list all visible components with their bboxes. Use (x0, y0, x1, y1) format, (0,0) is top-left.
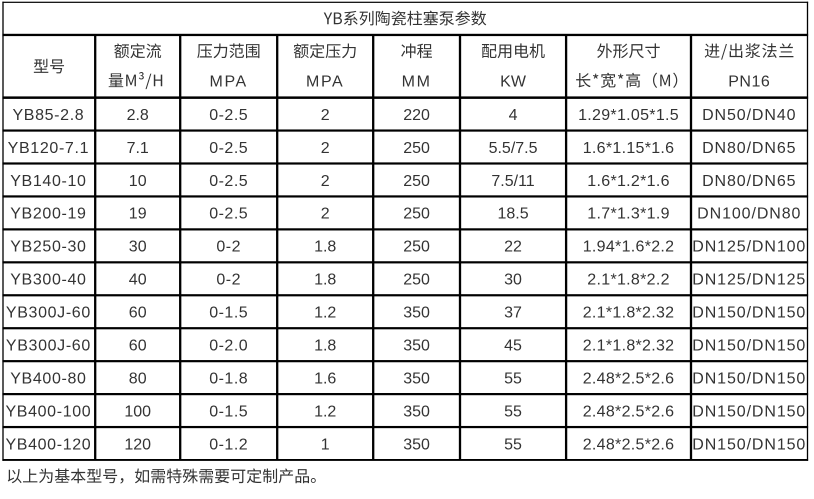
svg-text:60: 60 (129, 337, 147, 354)
svg-text:18.5: 18.5 (497, 206, 528, 223)
svg-text:MPA: MPA (210, 73, 248, 90)
svg-text:DN150/DN150: DN150/DN150 (692, 305, 806, 322)
svg-text:30: 30 (129, 239, 147, 256)
svg-text:250: 250 (403, 173, 430, 190)
svg-text:2: 2 (321, 140, 330, 157)
svg-text:DN125/DN100: DN125/DN100 (692, 239, 806, 256)
svg-text:YB400-120: YB400-120 (5, 436, 91, 453)
svg-text:YB140-10: YB140-10 (10, 173, 86, 190)
svg-text:2.48*2.5*2.6: 2.48*2.5*2.6 (583, 403, 675, 420)
svg-text:2: 2 (321, 107, 330, 124)
svg-text:1.6*1.15*1.6: 1.6*1.15*1.6 (583, 140, 675, 157)
svg-text:7.1: 7.1 (127, 140, 149, 157)
svg-text:37: 37 (504, 305, 522, 322)
svg-text:DN100/DN80: DN100/DN80 (697, 206, 801, 223)
svg-text:0-2.0: 0-2.0 (209, 337, 248, 354)
svg-text:DN150/DN150: DN150/DN150 (692, 337, 806, 354)
svg-text:55: 55 (504, 370, 522, 387)
svg-text:350: 350 (403, 305, 430, 322)
svg-text:1.2: 1.2 (314, 403, 336, 420)
svg-text:250: 250 (403, 239, 430, 256)
svg-text:0-1.2: 0-1.2 (209, 436, 248, 453)
svg-text:250: 250 (403, 140, 430, 157)
svg-text:100: 100 (124, 403, 151, 420)
svg-text:22: 22 (504, 239, 522, 256)
svg-text:350: 350 (403, 403, 430, 420)
svg-text:1.7*1.3*1.9: 1.7*1.3*1.9 (587, 206, 669, 223)
svg-text:2.8: 2.8 (127, 107, 149, 124)
svg-text:DN125/DN125: DN125/DN125 (692, 272, 806, 289)
svg-text:30: 30 (504, 272, 522, 289)
svg-text:0-2.5: 0-2.5 (209, 173, 248, 190)
svg-text:350: 350 (403, 436, 430, 453)
svg-text:2.48*2.5*2.6: 2.48*2.5*2.6 (583, 436, 675, 453)
svg-text:DN150/DN150: DN150/DN150 (692, 403, 806, 420)
svg-text:YB300J-60: YB300J-60 (6, 305, 91, 322)
svg-text:10: 10 (129, 173, 147, 190)
svg-text:YB120-7.1: YB120-7.1 (8, 140, 89, 157)
svg-text:250: 250 (403, 206, 430, 223)
svg-text:350: 350 (403, 370, 430, 387)
svg-text:MPA: MPA (306, 73, 344, 90)
svg-text:DN80/DN65: DN80/DN65 (702, 140, 796, 157)
svg-text:0-2.5: 0-2.5 (209, 206, 248, 223)
svg-text:80: 80 (129, 370, 147, 387)
svg-text:YB85-2.8: YB85-2.8 (12, 107, 84, 124)
svg-text:2.48*2.5*2.6: 2.48*2.5*2.6 (583, 370, 675, 387)
svg-text:YB200-19: YB200-19 (10, 206, 86, 223)
svg-text:5.5/7.5: 5.5/7.5 (489, 140, 538, 157)
svg-text:0-1.8: 0-1.8 (209, 370, 248, 387)
svg-text:0-2.5: 0-2.5 (209, 140, 248, 157)
svg-text:250: 250 (403, 272, 430, 289)
svg-text:0-2: 0-2 (216, 239, 241, 256)
svg-text:7.5/11: 7.5/11 (491, 173, 534, 190)
svg-text:2.1*1.8*2.2: 2.1*1.8*2.2 (587, 272, 669, 289)
svg-text:1.94*1.6*2.2: 1.94*1.6*2.2 (583, 239, 675, 256)
svg-text:55: 55 (504, 436, 522, 453)
svg-text:1.8: 1.8 (314, 239, 336, 256)
svg-text:YB400-80: YB400-80 (10, 370, 86, 387)
svg-text:YB300-40: YB300-40 (10, 272, 86, 289)
svg-text:YB400-100: YB400-100 (5, 403, 91, 420)
svg-text:4: 4 (509, 107, 518, 124)
svg-text:19: 19 (129, 206, 147, 223)
svg-text:60: 60 (129, 305, 147, 322)
svg-text:2: 2 (321, 173, 330, 190)
svg-text:2.1*1.8*2.32: 2.1*1.8*2.32 (583, 337, 675, 354)
svg-text:1.2: 1.2 (314, 305, 336, 322)
svg-text:1.6: 1.6 (314, 370, 336, 387)
svg-text:0-2: 0-2 (216, 272, 241, 289)
svg-text:350: 350 (403, 337, 430, 354)
svg-text:DN50/DN40: DN50/DN40 (702, 107, 796, 124)
svg-text:YB250-30: YB250-30 (10, 239, 86, 256)
svg-text:40: 40 (129, 272, 147, 289)
svg-text:0-1.5: 0-1.5 (209, 403, 248, 420)
svg-text:55: 55 (504, 403, 522, 420)
svg-text:YB300J-60: YB300J-60 (6, 337, 91, 354)
svg-text:2.1*1.8*2.32: 2.1*1.8*2.32 (583, 305, 675, 322)
svg-text:45: 45 (504, 337, 522, 354)
svg-text:120: 120 (124, 436, 151, 453)
svg-text:1.6*1.2*1.6: 1.6*1.2*1.6 (587, 173, 669, 190)
svg-text:1: 1 (321, 436, 330, 453)
svg-text:0-1.5: 0-1.5 (209, 305, 248, 322)
svg-text:DN150/DN150: DN150/DN150 (692, 436, 806, 453)
svg-text:MM: MM (402, 73, 432, 90)
svg-text:KW: KW (500, 73, 527, 90)
svg-text:220: 220 (403, 107, 430, 124)
svg-text:2: 2 (321, 206, 330, 223)
svg-text:DN80/DN65: DN80/DN65 (702, 173, 796, 190)
svg-text:1.8: 1.8 (314, 337, 336, 354)
svg-text:0-2.5: 0-2.5 (209, 107, 248, 124)
svg-text:PN16: PN16 (728, 73, 770, 90)
svg-text:1.29*1.05*1.5: 1.29*1.05*1.5 (578, 107, 679, 124)
svg-text:1.8: 1.8 (314, 272, 336, 289)
svg-text:DN150/DN150: DN150/DN150 (692, 370, 806, 387)
